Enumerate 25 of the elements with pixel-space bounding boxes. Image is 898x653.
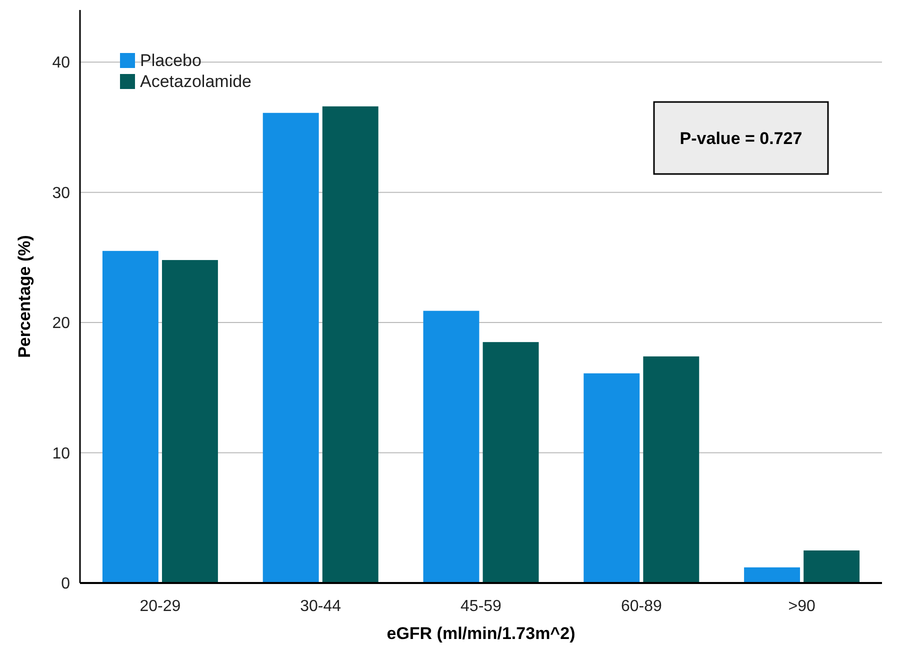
bar (744, 567, 800, 583)
annotation: P-value = 0.727 (680, 128, 802, 148)
x-tick-label: 30-44 (300, 598, 342, 615)
x-tick-label: 60-89 (620, 598, 662, 615)
legend-label: Acetazolamide (140, 72, 252, 91)
bar (423, 310, 480, 583)
y-axis-title: Percentage (%) (15, 235, 34, 358)
x-tick-label: 45-59 (460, 598, 502, 615)
y-tick-label: 0 (61, 576, 70, 593)
x-axis-title: eGFR (ml/min/1.73m^2) (386, 624, 576, 643)
x-tick-label: >90 (788, 598, 816, 615)
y-tick-label: 10 (52, 445, 70, 462)
bar (482, 342, 539, 583)
y-tick-label: 40 (52, 54, 70, 72)
y-tick-label: 20 (52, 315, 70, 332)
bar (804, 550, 860, 583)
bar (162, 260, 218, 583)
bar (643, 356, 700, 583)
x-tick-label: 20-29 (140, 598, 181, 615)
bar (322, 106, 378, 583)
bar (584, 373, 640, 583)
legend-label: Placebo (140, 50, 202, 70)
bar (102, 250, 158, 583)
y-tick-label: 30 (52, 184, 70, 202)
bar (262, 112, 319, 583)
